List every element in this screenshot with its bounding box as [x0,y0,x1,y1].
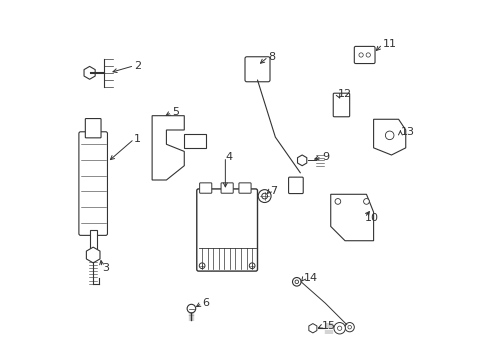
FancyBboxPatch shape [354,46,375,64]
FancyBboxPatch shape [199,183,212,193]
Circle shape [348,325,351,329]
FancyBboxPatch shape [245,57,270,82]
Text: 13: 13 [400,127,415,137]
Text: 11: 11 [383,39,396,49]
FancyBboxPatch shape [221,183,233,193]
FancyBboxPatch shape [289,177,303,194]
Text: 9: 9 [322,152,329,162]
Circle shape [359,53,363,57]
Circle shape [364,199,369,204]
Circle shape [366,53,370,57]
FancyBboxPatch shape [79,132,107,235]
Circle shape [334,323,345,334]
Text: 12: 12 [338,89,352,99]
Circle shape [386,131,394,140]
Circle shape [295,280,298,284]
Text: 10: 10 [365,212,379,222]
Text: 14: 14 [304,273,318,283]
Text: 5: 5 [172,107,179,117]
Circle shape [187,304,196,313]
Polygon shape [184,134,206,148]
FancyBboxPatch shape [333,93,350,117]
Circle shape [262,193,268,199]
Text: 1: 1 [134,134,141,144]
Polygon shape [152,116,184,180]
Circle shape [199,263,205,269]
FancyBboxPatch shape [85,118,101,138]
Circle shape [345,323,354,332]
Circle shape [335,199,341,204]
Text: 4: 4 [225,152,232,162]
FancyBboxPatch shape [197,189,258,271]
Text: 15: 15 [322,321,336,332]
Polygon shape [331,194,373,241]
Text: 7: 7 [270,186,277,196]
Circle shape [258,190,271,203]
Text: 3: 3 [102,262,109,273]
Text: 6: 6 [202,298,209,308]
Circle shape [338,326,342,330]
Text: 8: 8 [268,52,275,62]
Text: 2: 2 [134,61,142,71]
Circle shape [293,278,301,286]
Circle shape [249,263,255,269]
Polygon shape [373,119,406,155]
FancyBboxPatch shape [90,230,97,251]
FancyBboxPatch shape [239,183,251,193]
